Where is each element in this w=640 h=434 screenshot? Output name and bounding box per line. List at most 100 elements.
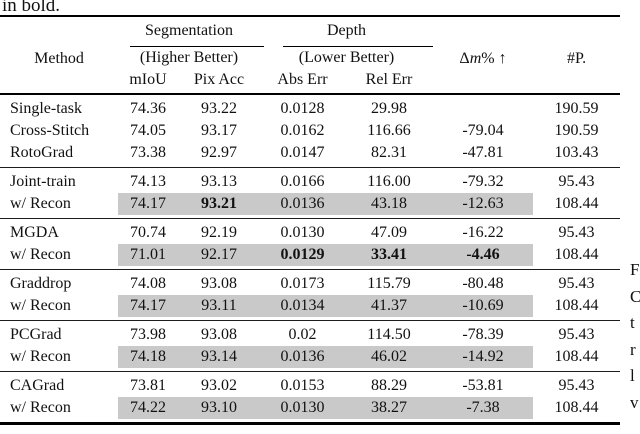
caption-fragment: t — [630, 313, 635, 332]
cell-pixacc: 92.17 — [178, 244, 260, 266]
cell-method: Single-task — [10, 100, 82, 117]
cell-delta: -53.81 — [462, 377, 504, 394]
table-row: Cross-Stitch 74.05 93.17 0.0162 116.66 -… — [0, 120, 620, 142]
table-row-highlighted: w/ Recon 74.22 93.10 0.0130 38.27 -7.38 … — [0, 397, 620, 419]
cell-pixacc: 93.14 — [178, 346, 260, 368]
cell-relerr: 116.66 — [367, 122, 411, 139]
cell-relerr: 33.41 — [345, 244, 433, 266]
cell-params: 103.43 — [554, 144, 599, 161]
cell-delta: -79.04 — [462, 122, 504, 139]
cell-method: w/ Recon — [10, 246, 71, 263]
cell-pixacc: 93.13 — [201, 173, 237, 190]
cell-relerr: 115.79 — [367, 275, 411, 292]
delta-symbol: Δ — [459, 50, 470, 67]
col-header-pixacc: Pix Acc — [193, 71, 245, 88]
cell-pixacc: 93.21 — [178, 193, 260, 215]
caption-fragment: C — [630, 286, 640, 306]
col-header-relerr: Rel Err — [365, 71, 413, 88]
cell-abserr: 0.0134 — [260, 295, 345, 317]
cell-delta: -47.81 — [462, 144, 504, 161]
cell-abserr: 0.0130 — [260, 397, 345, 419]
table-row: PCGrad 73.98 93.08 0.02 114.50 -78.39 95… — [0, 324, 620, 346]
cell-abserr: 0.0129 — [260, 244, 345, 266]
cell-method: w/ Recon — [10, 399, 71, 416]
cell-abserr: 0.0147 — [280, 144, 325, 161]
cell-relerr: 114.50 — [367, 326, 411, 343]
col-header-method: Method — [34, 50, 84, 67]
cell-method: RotoGrad — [10, 144, 74, 161]
segmentation-cmidrule — [130, 46, 264, 47]
cell-pixacc: 93.08 — [201, 326, 237, 343]
row-group-pcgrad: PCGrad 73.98 93.08 0.02 114.50 -78.39 95… — [0, 320, 620, 371]
cell-method: Graddrop — [10, 275, 72, 292]
caption-fragment: r — [630, 339, 636, 359]
table-row: RotoGrad 73.38 92.97 0.0147 82.31 -47.81… — [0, 142, 620, 164]
cell-pixacc: 93.22 — [201, 100, 237, 117]
cell-params: 108.44 — [554, 246, 599, 263]
cell-delta — [433, 98, 533, 120]
cell-abserr: 0.0166 — [280, 173, 325, 190]
cell-delta: -16.22 — [462, 224, 504, 241]
cell-abserr: 0.0162 — [280, 122, 325, 139]
cell-params: 108.44 — [554, 195, 599, 212]
cell-abserr: 0.0136 — [260, 346, 345, 368]
cell-pixacc: 93.10 — [178, 397, 260, 419]
row-group-baselines: Single-task 74.36 93.22 0.0128 29.98 190… — [0, 95, 620, 167]
cell-miou: 74.17 — [118, 193, 178, 215]
header-bottom-rule — [0, 93, 620, 95]
cell-abserr: 0.0173 — [280, 275, 325, 292]
cell-relerr: 82.31 — [371, 144, 407, 161]
cell-delta: -10.69 — [433, 295, 533, 317]
cell-pixacc: 92.19 — [201, 224, 237, 241]
cell-method: MGDA — [10, 224, 59, 241]
cell-pixacc: 93.11 — [178, 295, 260, 317]
cell-miou: 74.17 — [118, 295, 178, 317]
table-row: CAGrad 73.81 93.02 0.0153 88.29 -53.81 9… — [0, 375, 620, 397]
table-header: Method Segmentation Depth (Higher Better… — [0, 17, 620, 93]
cell-relerr: 29.98 — [371, 100, 407, 117]
col-header-abserr: Abs Err — [277, 71, 328, 88]
table-row-highlighted: w/ Recon 71.01 92.17 0.0129 33.41 -4.46 … — [0, 244, 620, 266]
cell-params: 108.44 — [554, 297, 599, 314]
cell-method: w/ Recon — [10, 195, 71, 212]
cell-miou: 74.13 — [130, 173, 166, 190]
cell-relerr: 41.37 — [345, 295, 433, 317]
cell-relerr: 116.00 — [367, 173, 411, 190]
cell-method: w/ Recon — [10, 297, 71, 314]
caption-fragments-right: F C t r l v — [630, 257, 640, 416]
delta-arrow: % ↑ — [481, 50, 507, 67]
cell-abserr: 0.0136 — [260, 193, 345, 215]
cell-delta: -4.46 — [433, 244, 533, 266]
cell-params: 95.43 — [558, 326, 595, 343]
depth-subheader: (Lower Better) — [298, 49, 395, 66]
cell-miou: 74.05 — [130, 122, 166, 139]
cell-delta: -79.32 — [462, 173, 504, 190]
caption-fragment: F — [630, 260, 640, 279]
table-row: Graddrop 74.08 93.08 0.0173 115.79 -80.4… — [0, 273, 620, 295]
segmentation-subheader: (Higher Better) — [139, 49, 239, 66]
table-row: Joint-train 74.13 93.13 0.0166 116.00 -7… — [0, 171, 620, 193]
cell-miou: 73.81 — [130, 377, 166, 394]
cell-pixacc: 93.02 — [201, 377, 237, 394]
group-header-depth: Depth — [326, 22, 367, 39]
row-group-joint-train: Joint-train 74.13 93.13 0.0166 116.00 -7… — [0, 167, 620, 218]
depth-cmidrule — [283, 46, 433, 47]
cell-delta: -7.38 — [433, 397, 533, 419]
cell-relerr: 43.18 — [345, 193, 433, 215]
cell-abserr: 0.0153 — [280, 377, 325, 394]
cell-pixacc: 93.17 — [201, 122, 237, 139]
cell-method: PCGrad — [10, 326, 62, 343]
cell-delta: -12.63 — [433, 193, 533, 215]
cell-relerr: 38.27 — [345, 397, 433, 419]
row-group-cagrad: CAGrad 73.81 93.02 0.0153 88.29 -53.81 9… — [0, 371, 620, 422]
table-row-highlighted: w/ Recon 74.18 93.14 0.0136 46.02 -14.92… — [0, 346, 620, 368]
row-group-graddrop: Graddrop 74.08 93.08 0.0173 115.79 -80.4… — [0, 269, 620, 320]
cell-miou: 73.38 — [130, 144, 166, 161]
cell-abserr: 0.0130 — [280, 224, 325, 241]
cell-params: 95.43 — [558, 275, 595, 292]
cell-delta: -14.92 — [433, 346, 533, 368]
group-header-segmentation: Segmentation — [145, 22, 233, 39]
cell-relerr: 47.09 — [371, 224, 407, 241]
cell-method: w/ Recon — [10, 348, 71, 365]
